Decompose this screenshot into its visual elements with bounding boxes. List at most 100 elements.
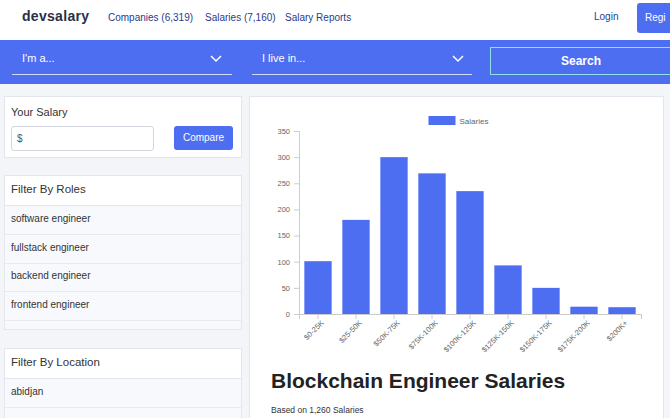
panel-title: Filter By Roles	[11, 183, 86, 195]
y-tick-mark	[294, 262, 299, 263]
chart: 0 50 100 150 200 250 300 350 $0-25K $25-50K $50K-7…	[250, 97, 665, 357]
y-tick-label: 200	[277, 205, 290, 214]
filter-item[interactable]: abidjan	[11, 386, 43, 397]
role-select[interactable]: I'm a...	[22, 52, 55, 64]
y-tick-label: 350	[277, 127, 290, 136]
bar	[456, 191, 483, 314]
salary-panel: Your Salary $ Compare	[4, 96, 242, 158]
y-tick-label: 250	[277, 179, 290, 188]
y-tick-mark	[294, 183, 299, 184]
y-tick: 150	[277, 231, 299, 240]
x-axis: $0-25K $25-50K $50K-75K$75K-100K$100K-125K…	[300, 314, 642, 354]
legend: Salaries	[429, 116, 489, 126]
y-tick-mark	[294, 314, 299, 315]
bar	[608, 307, 635, 314]
chevron-path	[211, 56, 221, 61]
filter-item[interactable]: frontend engineer	[11, 299, 89, 310]
item-separator	[5, 320, 242, 321]
locations-panel: Filter By Location abidjan	[4, 348, 242, 418]
y-tick: 300	[277, 153, 299, 162]
x-tick: $100K-125K	[442, 314, 478, 354]
page: devsalary Companies (6,319) Salaries (7,16…	[0, 0, 670, 418]
compare-button[interactable]: Compare	[174, 126, 233, 150]
bar	[418, 173, 445, 314]
filter-item[interactable]: fullstack engineer	[11, 242, 89, 253]
legend-swatch	[429, 116, 456, 125]
x-tick-label: $100K-125K	[442, 318, 478, 354]
panel-title: Your Salary	[11, 106, 67, 118]
report-title: Blockchain Engineer Salaries	[271, 369, 565, 393]
chevron-path	[453, 56, 463, 61]
y-tick-mark	[294, 288, 299, 289]
y-tick: 250	[277, 179, 299, 188]
y-tick-mark	[294, 157, 299, 158]
search-bar: I'm a... I live in... Search	[0, 40, 670, 84]
bars	[304, 157, 635, 314]
y-tick-mark	[294, 209, 299, 210]
y-tick: 100	[277, 258, 299, 267]
location-select[interactable]: I live in...	[262, 52, 305, 64]
header: devsalary Companies (6,319) Salaries (7,16…	[0, 0, 670, 40]
x-tick: $125K-150K	[480, 314, 516, 354]
y-tick: 50	[282, 284, 299, 293]
y-axis: 0 50 100 150 200 250 300 350	[277, 127, 299, 319]
bar	[532, 288, 559, 314]
y-tick: 0	[286, 310, 299, 319]
main-panel: 0 50 100 150 200 250 300 350 $0-25K $25-50K $50K-7…	[249, 96, 664, 418]
nav-link[interactable]: Companies (6,319)	[108, 12, 193, 23]
y-tick-label: 300	[277, 153, 290, 162]
logo[interactable]: devsalary	[22, 8, 89, 24]
nav-link[interactable]: Salary Reports	[285, 12, 351, 23]
x-tick: $50K-75K	[372, 314, 402, 348]
item-separator	[5, 263, 242, 264]
y-tick-mark	[294, 131, 299, 132]
y-axis-line	[294, 132, 300, 315]
item-separator	[5, 234, 242, 235]
nav-link[interactable]: Salaries (7,160)	[205, 12, 276, 23]
location-underline	[252, 74, 472, 75]
salary-input[interactable]: $	[11, 126, 154, 151]
x-tick: $150K-175K	[518, 314, 554, 354]
bar	[342, 220, 369, 314]
report-subtitle: Based on 1,260 Salaries	[271, 405, 364, 415]
bar	[570, 307, 597, 314]
item-separator	[5, 291, 242, 292]
x-tick-label: $150K-175K	[518, 318, 554, 354]
x-tick-label: $25-50K	[337, 318, 363, 344]
currency-symbol: $	[17, 133, 23, 144]
y-tick: 200	[277, 205, 299, 214]
x-tick: $75K-100K	[407, 314, 440, 351]
x-tick: $25-50K	[337, 314, 363, 345]
y-tick-label: 150	[277, 231, 290, 240]
x-tick: $0-25K	[302, 314, 325, 342]
x-tick-label: $50K-75K	[372, 318, 402, 348]
x-tick-label: $0-25K	[302, 318, 325, 341]
filter-item[interactable]: backend engineer	[11, 270, 91, 281]
x-tick-label: $75K-100K	[407, 318, 440, 351]
y-tick-label: 0	[286, 310, 290, 319]
role-underline	[12, 74, 232, 75]
item-separator	[5, 407, 242, 408]
x-tick: $175K-200K	[556, 314, 592, 354]
search-button[interactable]: Search	[490, 47, 670, 75]
x-tick-label: $175K-200K	[556, 318, 592, 354]
y-tick-label: 50	[282, 284, 290, 293]
roles-panel: Filter By Roles software engineer fullstac…	[4, 175, 242, 330]
panel-title: Filter By Location	[11, 356, 100, 368]
filter-item[interactable]: software engineer	[11, 213, 91, 224]
bar	[494, 265, 521, 314]
register-button[interactable]: Regi	[637, 3, 670, 33]
y-tick-label: 100	[277, 258, 290, 267]
x-tick: $200K+	[605, 314, 630, 343]
chevron	[210, 55, 222, 63]
list-background	[5, 378, 242, 418]
x-tick-label: $125K-150K	[480, 318, 516, 354]
chevron	[452, 55, 464, 63]
y-tick-mark	[294, 236, 299, 237]
bar	[304, 261, 331, 314]
y-tick: 350	[277, 127, 299, 136]
x-tick-label: $200K+	[605, 318, 630, 343]
login-link[interactable]: Login	[594, 11, 618, 22]
legend-label: Salaries	[460, 117, 489, 126]
bar	[380, 157, 407, 314]
